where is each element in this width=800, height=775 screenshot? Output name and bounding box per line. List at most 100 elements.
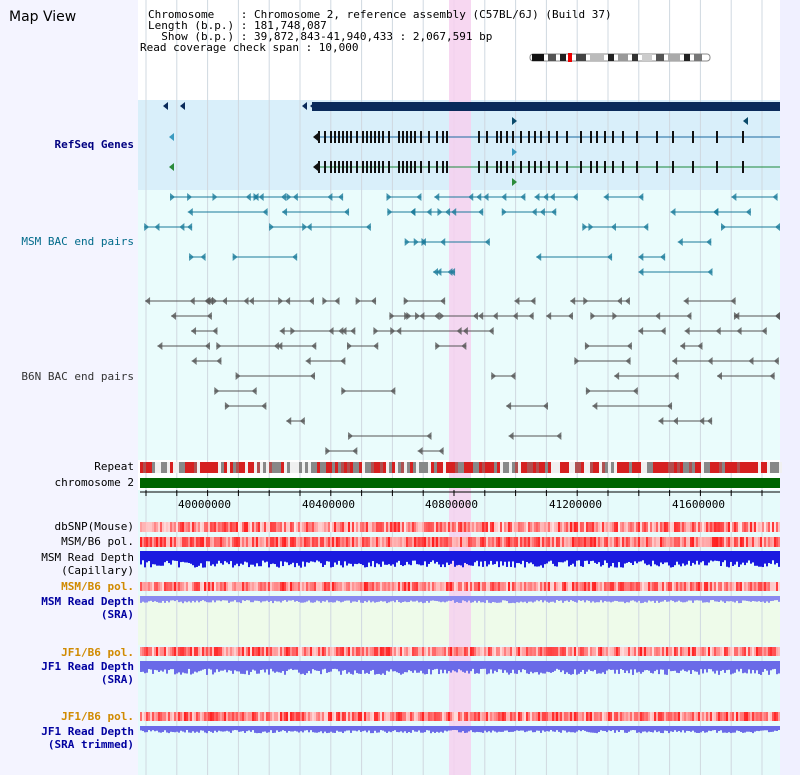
- read-depth-tracks[interactable]: [140, 551, 780, 734]
- depth-bar: [254, 551, 256, 567]
- heat-cell: [206, 582, 208, 591]
- msm-bac-track[interactable]: [144, 193, 780, 276]
- label-refseq-genes[interactable]: RefSeq Genes: [54, 138, 134, 151]
- exon: [446, 131, 448, 143]
- heat-cell: [236, 647, 238, 656]
- bac-end-marker: [421, 238, 427, 246]
- info-chromosome: Chromosome : Chromosome 2, reference ass…: [148, 8, 612, 21]
- depth-bar: [634, 661, 636, 670]
- chromosome-bar[interactable]: [140, 478, 780, 488]
- label-msm-read-capillary[interactable]: MSM Read Depth: [41, 551, 134, 564]
- depth-bar: [492, 661, 494, 674]
- label-msm-b6-pol-2[interactable]: MSM/B6 pol.: [61, 580, 134, 593]
- depth-bar: [644, 596, 646, 602]
- refseq-genes-track[interactable]: [163, 102, 780, 186]
- depth-bar: [598, 661, 600, 674]
- heat-cell: [268, 522, 270, 532]
- heat-cell: [728, 522, 730, 532]
- depth-bar: [156, 596, 158, 602]
- heat-cell: [638, 537, 640, 547]
- heat-cell: [278, 712, 280, 721]
- repeat-segment: [329, 462, 332, 473]
- heat-cell: [618, 712, 620, 721]
- label-msm-read-sra[interactable]: MSM Read Depth: [41, 595, 134, 608]
- repeat-segment: [779, 462, 782, 473]
- heat-cell: [256, 712, 258, 721]
- depth-bar: [442, 726, 444, 733]
- heat-cell: [188, 537, 190, 547]
- depth-bar: [742, 596, 744, 601]
- heat-cell: [300, 537, 302, 547]
- heat-cell: [314, 712, 316, 721]
- repeat-track[interactable]: [140, 462, 782, 473]
- heat-cell: [232, 537, 234, 547]
- heat-cell: [730, 582, 732, 591]
- heat-cell: [400, 647, 402, 656]
- b6n-bac-track[interactable]: [145, 297, 780, 455]
- heat-cell: [166, 647, 168, 656]
- heat-cell: [552, 537, 554, 547]
- bac-end-marker: [488, 327, 494, 335]
- depth-bar: [314, 551, 316, 563]
- repeat-segment: [662, 462, 665, 473]
- heat-cell: [634, 582, 636, 591]
- repeat-segment: [242, 462, 245, 473]
- exon: [596, 131, 598, 143]
- repeat-segment: [467, 462, 470, 473]
- label-chromosome[interactable]: chromosome 2: [54, 476, 134, 489]
- heat-cell: [206, 537, 208, 547]
- heat-cell: [412, 537, 414, 547]
- depth-bar: [496, 726, 498, 733]
- depth-bar: [708, 726, 710, 731]
- heat-cell: [158, 522, 160, 532]
- heat-cell: [494, 582, 496, 591]
- depth-bar: [688, 726, 690, 732]
- depth-bar: [452, 596, 454, 601]
- depth-bar: [314, 661, 316, 671]
- depth-bar: [142, 661, 144, 672]
- heat-tracks[interactable]: [140, 522, 780, 721]
- label-jf1-b6-pol-2[interactable]: JF1/B6 pol.: [61, 710, 134, 723]
- heat-cell: [446, 537, 448, 547]
- depth-bar: [242, 551, 244, 565]
- label-jf1-b6-pol-1[interactable]: JF1/B6 pol.: [61, 646, 134, 659]
- heat-cell: [484, 582, 486, 591]
- heat-cell: [606, 537, 608, 547]
- depth-bar: [758, 596, 760, 602]
- depth-bar: [642, 551, 644, 561]
- bac-end-marker: [426, 432, 432, 440]
- heat-cell: [736, 712, 738, 721]
- label-dbsnp[interactable]: dbSNP(Mouse): [54, 520, 134, 533]
- depth-bar: [322, 661, 324, 670]
- depth-bar: [514, 596, 516, 604]
- label-b6n-bac[interactable]: B6N BAC end pairs: [21, 370, 134, 383]
- depth-bar: [418, 596, 420, 603]
- depth-bar: [540, 661, 542, 673]
- heat-cell: [214, 712, 216, 721]
- repeat-segment: [668, 462, 671, 473]
- label-jf1-read-trimmed[interactable]: JF1 Read Depth: [41, 725, 134, 738]
- label-repeat[interactable]: Repeat: [94, 460, 134, 473]
- label-jf1-read-sra[interactable]: JF1 Read Depth: [41, 660, 134, 673]
- heat-cell: [304, 712, 306, 721]
- label-msm-b6-pol-1[interactable]: MSM/B6 pol.: [61, 535, 134, 548]
- depth-bar: [438, 726, 440, 733]
- heat-cell: [546, 712, 548, 721]
- depth-bar: [774, 726, 776, 731]
- heat-cell: [608, 647, 610, 656]
- heat-cell: [500, 522, 502, 532]
- repeat-segment: [755, 462, 758, 473]
- selection-highlight[interactable]: [449, 0, 471, 775]
- heat-cell: [146, 582, 148, 591]
- heat-cell: [256, 582, 258, 591]
- repeat-segment: [140, 462, 143, 473]
- depth-bar: [300, 661, 302, 675]
- chromosome-ideogram[interactable]: [529, 53, 711, 62]
- heat-cell: [320, 582, 322, 591]
- bac-end-marker: [200, 253, 206, 261]
- depth-bar: [708, 661, 710, 669]
- label-msm-bac[interactable]: MSM BAC end pairs: [21, 235, 134, 248]
- depth-bar: [642, 726, 644, 732]
- heat-cell: [494, 522, 496, 532]
